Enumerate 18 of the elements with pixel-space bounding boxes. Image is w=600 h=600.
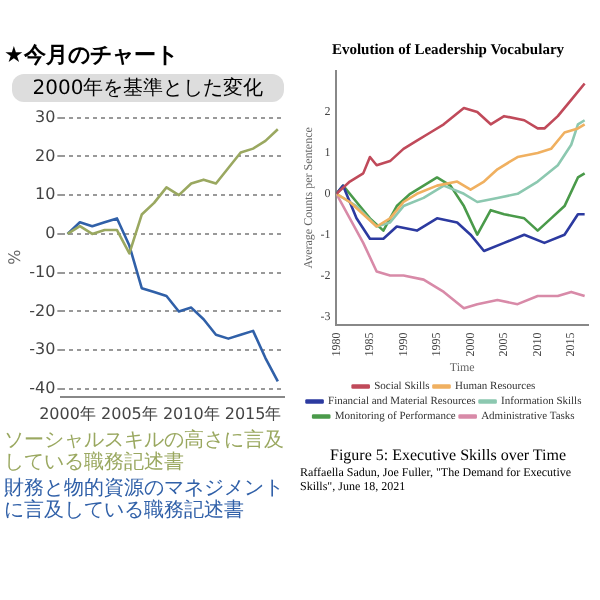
y-tick-label: 30: [34, 107, 56, 126]
y-tick-label: -30: [29, 340, 56, 359]
text: 財務と物的資源のマネジメントに言及している職務記述書: [4, 478, 286, 522]
caption: Figure 5: Executive Skills over Time: [328, 446, 568, 465]
x-tick-label: 2010年: [162, 404, 220, 423]
x-tick-label: 2015年: [224, 404, 282, 423]
x-tick-label: 2005年: [101, 404, 158, 423]
y-tick-label: 10: [34, 185, 56, 204]
y-axis-title: %: [5, 248, 24, 265]
y-tick-label: -10: [29, 262, 56, 281]
text: ソーシャルスキルの高さに言及している職務記述書: [4, 430, 286, 474]
y-tick-label: -40: [29, 379, 56, 398]
y-tick-label: -20: [29, 301, 56, 320]
y-tick-label: 0: [45, 224, 56, 243]
x-tick-label: 2000年: [39, 404, 96, 423]
y-tick-label: 20: [34, 146, 56, 165]
chart-title: ★今月のチャート: [4, 40, 180, 70]
chart-subtitle: 2000年を基準とした変化: [12, 74, 284, 102]
